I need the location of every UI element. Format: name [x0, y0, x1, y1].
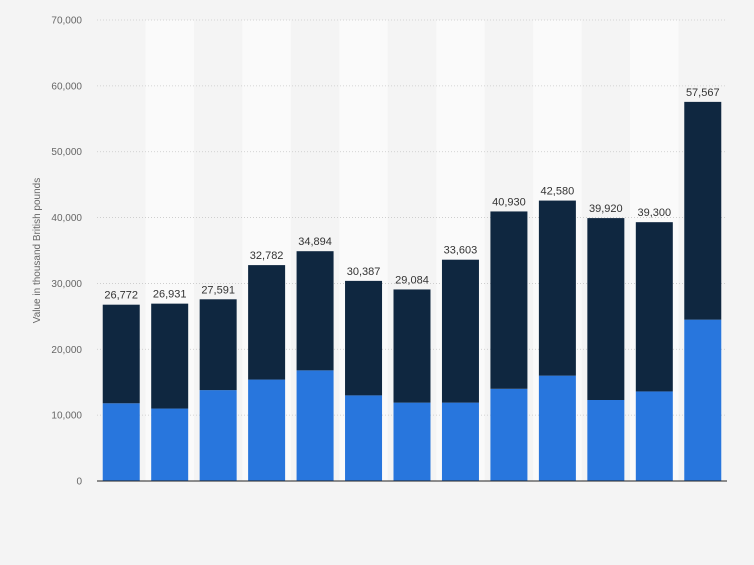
- bar-total-label: 26,931: [153, 289, 187, 301]
- bars: [102, 101, 722, 481]
- bar-segment-lower: [199, 390, 237, 481]
- bar-segment-upper: [296, 251, 334, 371]
- bar-total-label: 27,591: [201, 284, 235, 296]
- bar-total-label: 33,603: [444, 245, 478, 257]
- bar-total-label: 29,084: [395, 274, 429, 286]
- bar-total-label: 39,920: [589, 203, 623, 215]
- y-tick-label: 0: [76, 477, 82, 488]
- bar-segment-upper: [345, 280, 383, 396]
- bar-segment-lower: [490, 388, 528, 481]
- bar-total-label: 42,580: [541, 186, 575, 198]
- y-axis-title: Value in thousand British pounds: [32, 178, 43, 323]
- bar-segment-lower: [248, 379, 286, 481]
- bar-segment-lower: [345, 395, 383, 481]
- bar-segment-upper: [538, 200, 576, 376]
- bar-segment-upper: [684, 101, 722, 320]
- bar-segment-lower: [393, 402, 431, 481]
- bar-segment-upper: [199, 299, 237, 391]
- bar-total-label: 34,894: [298, 236, 332, 248]
- bar-segment-lower: [684, 319, 722, 481]
- bar-segment-lower: [441, 402, 479, 481]
- bar-segment-upper: [587, 218, 625, 400]
- bar-segment-upper: [635, 222, 673, 392]
- bar-segment-lower: [151, 408, 189, 481]
- bar-segment-lower: [538, 375, 576, 481]
- bar-segment-lower: [296, 370, 334, 481]
- y-tick-label: 20,000: [51, 345, 82, 356]
- y-tick-label: 70,000: [51, 16, 82, 27]
- y-tick-label: 60,000: [51, 81, 82, 92]
- bar-total-label: 26,772: [104, 290, 138, 302]
- bar-segment-upper: [393, 289, 431, 403]
- bar-segment-upper: [151, 303, 189, 409]
- data-labels: 26,772 26,931 27,591 32,782 34,894 30,387 29,0…: [104, 87, 719, 302]
- bar-segment-lower: [587, 399, 625, 481]
- bar-segment-lower: [102, 403, 140, 481]
- y-axis: 0 10,000 20,000 30,000 40,000 50,000 60,000 70,…: [51, 16, 82, 488]
- y-tick-label: 10,000: [51, 411, 82, 422]
- bar-segment-upper: [102, 304, 140, 404]
- bar-segment-upper: [441, 259, 479, 403]
- bar-total-label: 57,567: [686, 87, 720, 99]
- bar-total-label: 39,300: [637, 207, 671, 219]
- bar-segment-lower: [635, 391, 673, 481]
- bar-segment-upper: [248, 265, 286, 380]
- y-tick-label: 50,000: [51, 147, 82, 158]
- y-tick-label: 30,000: [51, 279, 82, 290]
- bar-total-label: 32,782: [250, 250, 284, 262]
- bar-total-label: 40,930: [492, 196, 526, 208]
- bar-segment-upper: [490, 211, 528, 389]
- bar-total-label: 30,387: [347, 266, 381, 278]
- y-tick-label: 40,000: [51, 213, 82, 224]
